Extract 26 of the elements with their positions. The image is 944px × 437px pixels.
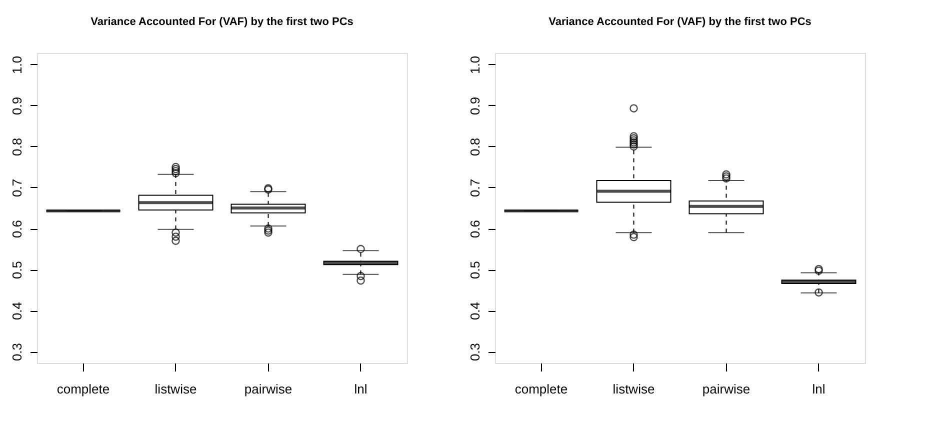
y-tick-label: 0.4 xyxy=(10,302,24,320)
y-tick-label: 1.0 xyxy=(10,56,24,74)
y-tick-label: 0.5 xyxy=(10,260,24,280)
y-tick-label: 0.8 xyxy=(10,138,24,156)
y-tick-label: 0.9 xyxy=(10,96,24,116)
y-tick-label: 0.7 xyxy=(10,178,24,198)
y-tick-label: 0.7 xyxy=(468,178,482,198)
x-tick-label: listwise xyxy=(154,382,197,396)
chart-title: Variance Accounted For (VAF) by the first two PCs xyxy=(90,16,354,28)
x-tick-label: lnl xyxy=(354,382,368,396)
x-tick-label: pairwise xyxy=(244,382,292,396)
x-tick-label: pairwise xyxy=(702,382,750,396)
x-tick-label: listwise xyxy=(612,382,655,396)
y-tick-label: 0.5 xyxy=(468,260,482,280)
y-tick-label: 0.8 xyxy=(468,138,482,156)
y-tick-label: 0.3 xyxy=(10,342,24,362)
y-tick-label: 0.9 xyxy=(468,96,482,116)
y-tick-label: 0.3 xyxy=(468,342,482,362)
x-tick-label: complete xyxy=(514,382,568,396)
y-tick-label: 0.6 xyxy=(468,220,482,238)
chart-title: Variance Accounted For (VAF) by the first two PCs xyxy=(548,16,812,28)
y-tick-label: 1.0 xyxy=(468,56,482,74)
x-tick-label: complete xyxy=(56,382,110,396)
y-tick-label: 0.4 xyxy=(468,302,482,320)
x-tick-label: lnl xyxy=(812,382,826,396)
y-tick-label: 0.6 xyxy=(10,220,24,238)
